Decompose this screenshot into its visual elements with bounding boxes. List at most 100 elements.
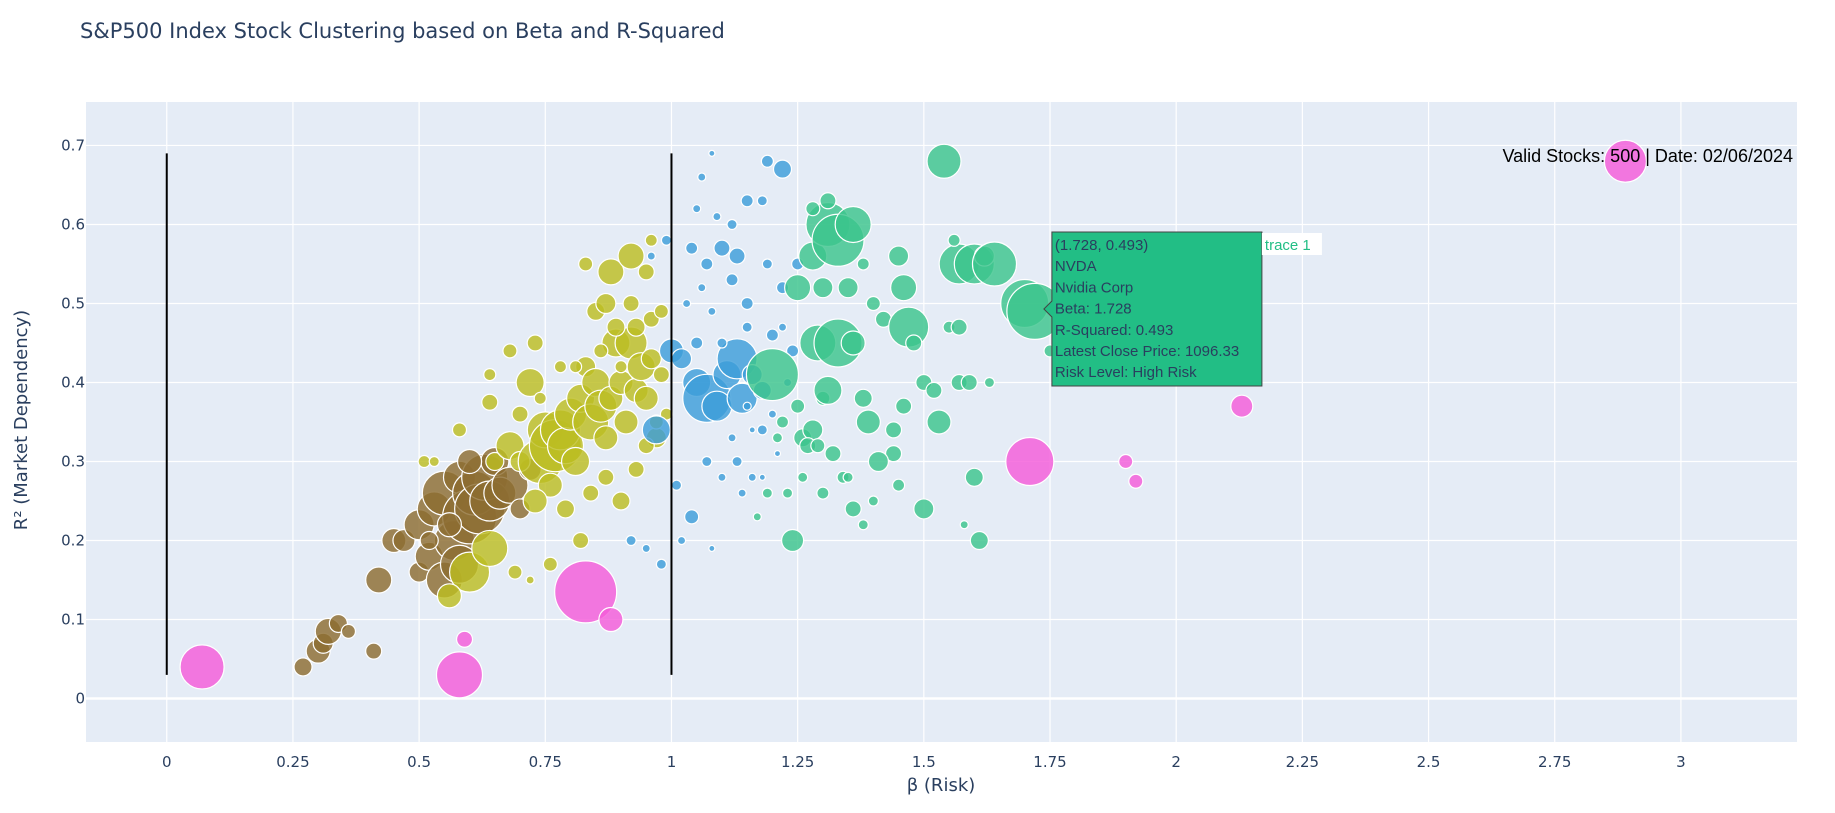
data-point xyxy=(653,303,669,319)
data-point xyxy=(1128,473,1144,489)
x-axis-title: β (Risk) xyxy=(907,775,976,796)
data-point xyxy=(867,450,890,473)
data-point xyxy=(652,365,670,384)
data-point xyxy=(707,306,717,316)
data-point xyxy=(507,564,523,580)
y-tick-label: 0.1 xyxy=(61,611,85,629)
data-point xyxy=(365,566,393,594)
data-point xyxy=(670,348,693,370)
data-point xyxy=(627,460,645,479)
data-point xyxy=(676,535,687,546)
data-point xyxy=(810,438,826,454)
data-point xyxy=(867,495,879,507)
data-point xyxy=(790,398,806,414)
data-point xyxy=(560,446,591,477)
data-point xyxy=(926,409,952,435)
data-points xyxy=(179,139,1647,699)
data-point xyxy=(597,468,615,486)
data-point xyxy=(913,498,935,520)
data-point xyxy=(633,385,659,411)
tooltip-trace-label: trace 1 xyxy=(1265,237,1311,254)
data-point xyxy=(816,486,830,500)
data-point xyxy=(511,405,529,423)
data-point xyxy=(179,644,225,690)
data-point xyxy=(760,154,774,168)
x-tick-label: 0.5 xyxy=(407,753,431,771)
data-point xyxy=(526,334,544,352)
data-point xyxy=(813,375,843,405)
data-point xyxy=(884,445,903,463)
data-point xyxy=(491,466,529,504)
data-point xyxy=(805,201,821,217)
data-point xyxy=(737,488,747,498)
data-point xyxy=(533,391,547,405)
y-axis-title: R² (Market Dependency) xyxy=(11,310,32,530)
data-point xyxy=(1005,436,1055,487)
data-point xyxy=(844,500,862,518)
data-point xyxy=(456,448,483,475)
data-point xyxy=(641,543,651,554)
y-tick-label: 0.4 xyxy=(61,373,85,391)
data-point xyxy=(756,195,768,207)
data-point xyxy=(713,239,731,257)
data-point xyxy=(761,487,773,499)
data-point xyxy=(436,512,462,538)
data-point xyxy=(568,360,583,374)
tooltip-line: Nvidia Corp xyxy=(1055,279,1133,296)
data-point xyxy=(593,425,619,451)
tooltip-line: Latest Close Price: 1096.33 xyxy=(1055,343,1239,360)
data-point xyxy=(925,381,943,399)
data-point xyxy=(365,642,383,660)
data-point xyxy=(697,172,707,182)
x-tick-label: 3 xyxy=(1676,753,1686,771)
data-point xyxy=(572,531,590,550)
data-point xyxy=(775,415,790,429)
x-tick-label: 1 xyxy=(667,753,677,771)
data-point xyxy=(717,472,727,482)
tooltip-line: R-Squared: 0.493 xyxy=(1055,322,1173,339)
data-point xyxy=(483,367,497,382)
data-point xyxy=(959,520,969,530)
y-tick-label: 0.3 xyxy=(61,453,85,471)
data-point xyxy=(786,344,800,358)
data-point xyxy=(593,343,609,359)
data-point xyxy=(890,274,918,302)
data-point xyxy=(740,296,754,311)
data-point xyxy=(525,575,535,585)
data-point xyxy=(637,263,655,281)
data-point xyxy=(964,467,984,487)
data-point xyxy=(837,277,859,299)
data-point xyxy=(641,415,671,445)
data-point xyxy=(853,388,873,408)
data-point xyxy=(712,211,722,222)
data-point xyxy=(502,343,518,359)
data-point xyxy=(582,484,600,502)
data-point xyxy=(451,422,468,438)
data-point xyxy=(767,409,778,419)
data-point xyxy=(797,471,809,483)
data-point xyxy=(728,247,746,265)
data-point xyxy=(748,426,756,434)
y-tick-label: 0.6 xyxy=(61,215,85,233)
x-tick-label: 1.25 xyxy=(781,753,814,771)
data-point xyxy=(481,393,499,411)
data-point xyxy=(960,373,978,392)
data-point xyxy=(887,245,910,267)
data-point xyxy=(435,651,484,699)
data-point xyxy=(856,257,870,271)
data-point xyxy=(855,409,881,435)
data-point xyxy=(625,534,637,547)
data-point xyxy=(781,528,805,553)
x-tick-label: 2.75 xyxy=(1538,753,1571,771)
data-point xyxy=(772,159,793,179)
data-point xyxy=(745,347,800,402)
data-point xyxy=(819,192,837,210)
data-point xyxy=(1603,139,1647,183)
data-point xyxy=(761,258,773,270)
data-point xyxy=(417,454,431,469)
data-point xyxy=(756,424,768,436)
chart-title: S&P500 Index Stock Clustering based on B… xyxy=(80,19,725,43)
x-tick-label: 0.75 xyxy=(529,753,562,771)
data-point xyxy=(436,583,462,609)
data-point xyxy=(606,317,626,337)
